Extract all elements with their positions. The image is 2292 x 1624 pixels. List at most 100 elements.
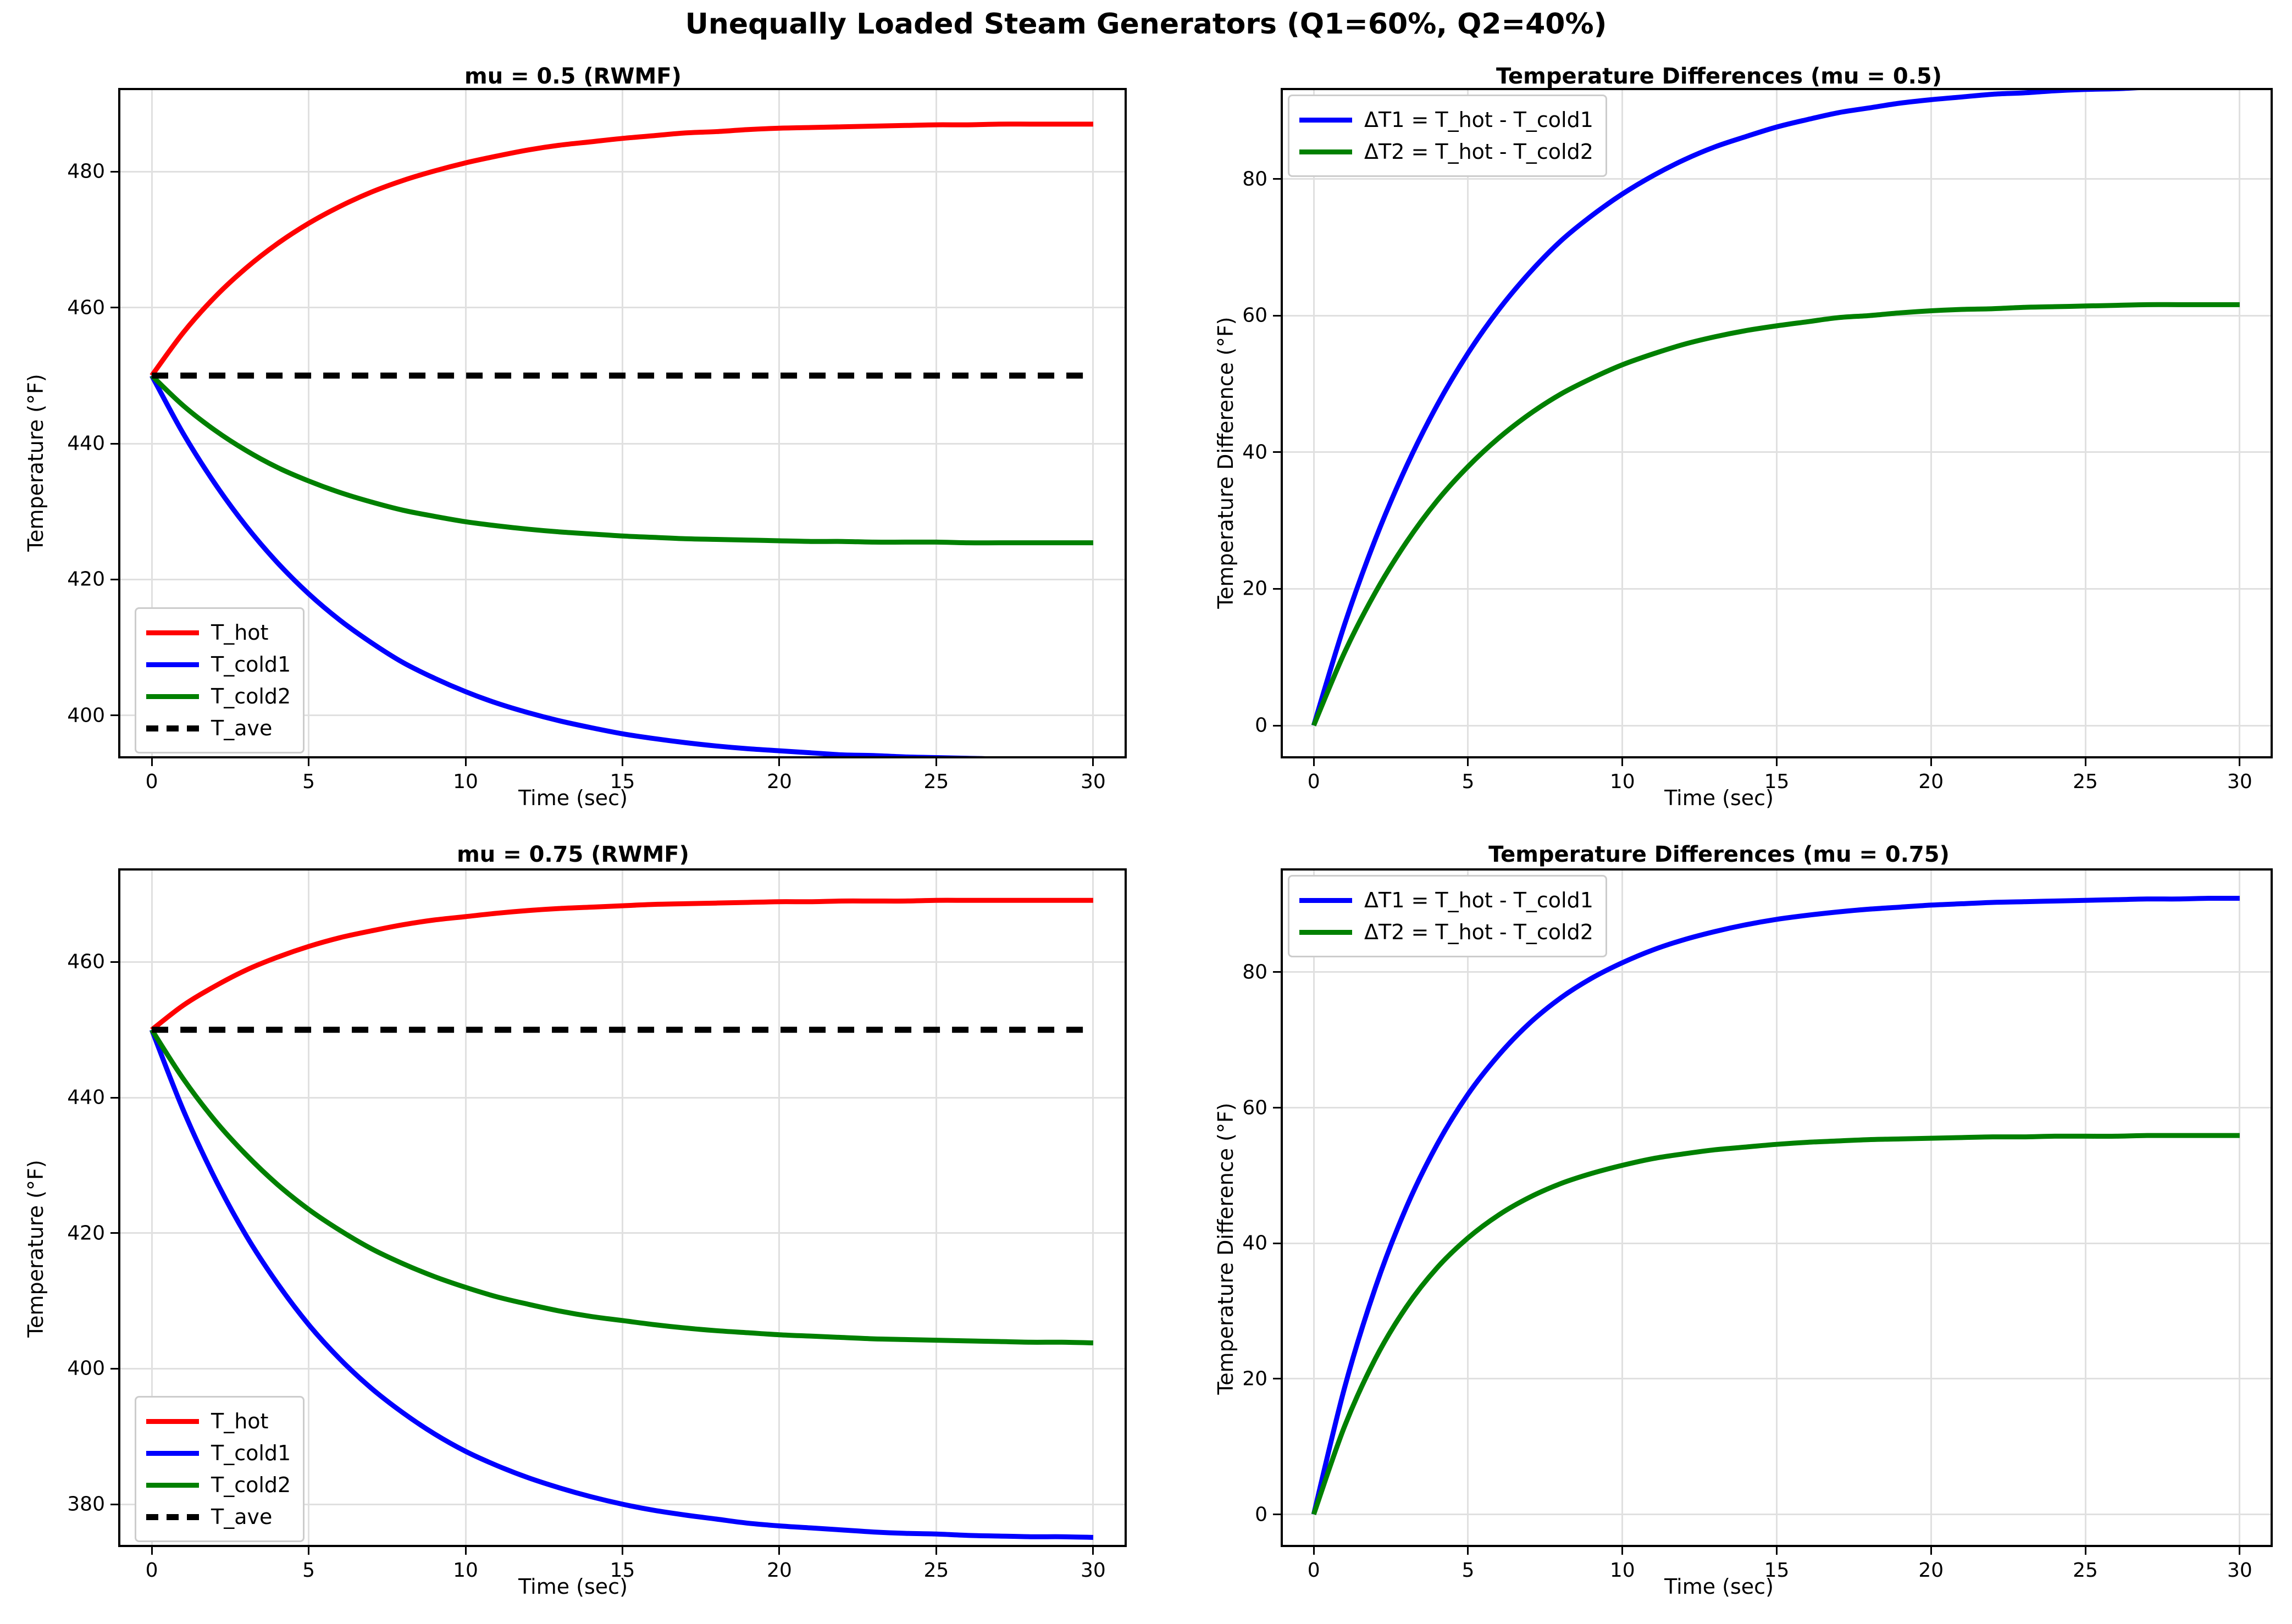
legend-color-swatch (146, 630, 199, 635)
x-axis-tick-label: 0 (145, 1559, 158, 1582)
series-line (1311, 302, 2240, 727)
x-axis-tick (464, 1545, 467, 1555)
gridline-vertical (151, 871, 153, 1545)
gridline-vertical (1467, 90, 1469, 756)
series-line (150, 1028, 1094, 1346)
x-axis-tick-label: 30 (1081, 771, 1106, 793)
chart-curves (1311, 90, 2240, 727)
plot-area-top-right: 0 20 40 60 80 0 5 10 15 20 25 30 (1242, 88, 2273, 793)
y-axis-tick-label: 40 (1242, 441, 1267, 464)
x-axis-tick (464, 756, 467, 766)
gridline-vertical (1776, 90, 1778, 756)
x-axis-tick (1621, 1545, 1624, 1555)
legend-top-left[interactable]: T_hot T_cold1 T_cold2 T_ave (135, 607, 305, 753)
panel-top-left: mu = 0.5 (RWMF) Temperature (°F) Time (s… (0, 55, 1146, 835)
legend-color-swatch (1299, 929, 1352, 935)
legend-item-label: T_cold2 (211, 684, 291, 708)
y-axis-tick (1273, 1514, 1283, 1515)
legend-item[interactable]: T_cold1 (146, 1437, 291, 1469)
gridline-vertical (1313, 90, 1315, 756)
legend-color-swatch (146, 662, 199, 667)
gridline-vertical (2084, 871, 2086, 1545)
legend-item[interactable]: T_cold2 (146, 1469, 291, 1501)
x-axis-tick (778, 756, 780, 766)
y-axis-tick-label: 440 (67, 1086, 105, 1109)
series-line (150, 121, 1093, 378)
x-axis-tick (1776, 756, 1778, 766)
x-axis-tick-label: 10 (1609, 1559, 1635, 1582)
series-line (1311, 90, 2140, 727)
y-axis-tick (1273, 1107, 1283, 1109)
legend-bottom-right[interactable]: ΔT1 = T_hot - T_cold1 ΔT2 = T_hot - T_col… (1288, 875, 1607, 957)
axis-ylabel-bottom-right: Temperature Difference (°F) (1214, 1102, 1238, 1395)
y-axis-tick-label: 20 (1242, 577, 1267, 600)
x-axis-tick-label: 25 (2073, 1559, 2098, 1582)
legend-item-label: ΔT2 = T_hot - T_cold2 (1364, 140, 1593, 164)
y-axis-tick-label: 420 (67, 568, 105, 591)
legend-item[interactable]: ΔT1 = T_hot - T_cold1 (1299, 104, 1593, 136)
y-axis-tick-label: 460 (67, 950, 105, 973)
x-axis-tick (1467, 756, 1469, 766)
legend-bottom-left[interactable]: T_hot T_cold1 T_cold2 T_ave (135, 1396, 305, 1542)
legend-color-swatch (1299, 897, 1352, 903)
chart-curves (1311, 895, 2240, 1515)
legend-item-label: ΔT1 = T_hot - T_cold1 (1364, 888, 1593, 912)
gridline-vertical (151, 90, 153, 756)
y-axis-tick-label: 480 (67, 160, 105, 183)
x-axis-tick-label: 30 (1081, 1559, 1106, 1582)
x-axis-tick (1930, 756, 1932, 766)
legend-top-right[interactable]: ΔT1 = T_hot - T_cold1 ΔT2 = T_hot - T_col… (1288, 95, 1607, 177)
x-axis-tick-label: 15 (1764, 771, 1790, 793)
legend-item[interactable]: T_ave (146, 1501, 291, 1533)
x-axis-tick (1092, 1545, 1094, 1555)
y-axis-tick (110, 307, 120, 309)
gridline-vertical (2239, 90, 2241, 756)
legend-item-label: T_hot (211, 620, 269, 645)
series-line (149, 1029, 1094, 1540)
plot-area-bottom-right: 0 20 40 60 80 0 5 10 15 20 25 30 (1242, 868, 2273, 1582)
gridline-vertical (1621, 90, 1624, 756)
legend-item[interactable]: T_cold2 (146, 680, 291, 712)
y-axis-tick-label: 80 (1242, 168, 1267, 191)
gridline-vertical (2239, 871, 2241, 1545)
x-axis-tick (151, 756, 153, 766)
legend-item[interactable]: T_cold1 (146, 649, 291, 680)
gridline-vertical (464, 90, 467, 756)
legend-item-label: T_cold1 (211, 1441, 291, 1465)
chart-curves (150, 121, 1093, 756)
x-axis-tick-label: 30 (2227, 1559, 2252, 1582)
series-line (1311, 895, 2240, 1515)
gridline-vertical (1621, 871, 1624, 1545)
legend-item-label: ΔT2 = T_hot - T_cold2 (1364, 920, 1593, 944)
x-axis-tick-label: 30 (2227, 771, 2252, 793)
y-axis-tick (110, 961, 120, 963)
gridline-vertical (308, 90, 310, 756)
y-axis-tick-label: 60 (1242, 1096, 1267, 1119)
x-axis-tick-label: 15 (610, 771, 635, 793)
y-axis-tick-label: 40 (1242, 1232, 1267, 1255)
legend-item-label: T_cold1 (211, 652, 291, 677)
legend-color-swatch (146, 725, 199, 731)
legend-item[interactable]: T_ave (146, 712, 291, 744)
x-axis-tick (1313, 756, 1315, 766)
y-axis-tick (110, 714, 120, 717)
legend-item[interactable]: ΔT2 = T_hot - T_cold2 (1299, 136, 1593, 168)
x-axis-tick (2239, 1545, 2241, 1555)
x-axis-tick-label: 15 (1764, 1559, 1790, 1582)
y-axis-tick (1273, 314, 1283, 317)
x-axis-tick-label: 20 (1918, 771, 1944, 793)
x-axis-tick (1621, 756, 1624, 766)
legend-item[interactable]: ΔT2 = T_hot - T_cold2 (1299, 916, 1593, 948)
legend-item[interactable]: T_hot (146, 617, 291, 649)
gridline-vertical (1930, 871, 1932, 1545)
legend-item[interactable]: T_hot (146, 1405, 291, 1437)
gridline-vertical (1313, 871, 1315, 1545)
legend-item-label: T_ave (211, 716, 273, 740)
x-axis-tick-label: 25 (2073, 771, 2098, 793)
x-axis-tick (151, 1545, 153, 1555)
y-axis-tick (110, 578, 120, 580)
legend-item[interactable]: ΔT1 = T_hot - T_cold1 (1299, 884, 1593, 916)
legend-color-swatch (146, 1450, 199, 1456)
x-axis-tick (778, 1545, 780, 1555)
y-axis-tick-label: 400 (67, 1357, 105, 1380)
